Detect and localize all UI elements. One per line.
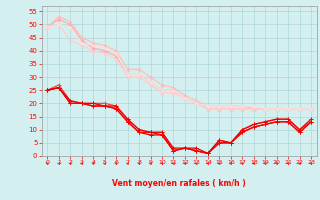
X-axis label: Vent moyen/en rafales ( km/h ): Vent moyen/en rafales ( km/h ) [112, 179, 246, 188]
